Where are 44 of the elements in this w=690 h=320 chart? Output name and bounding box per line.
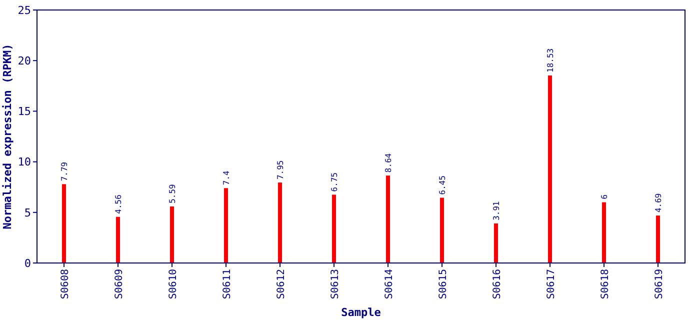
x-tick-label: S0616 (492, 269, 503, 300)
y-tick-label: 15 (18, 105, 31, 118)
bar (602, 202, 606, 263)
y-tick-label: 0 (24, 256, 31, 270)
y-tick-label: 25 (18, 4, 31, 17)
data-label: 6.75 (330, 172, 339, 192)
data-label: 7.95 (276, 160, 285, 180)
data-label: 6 (600, 194, 609, 200)
data-label: 6.45 (438, 175, 447, 195)
data-label: 7.4 (222, 170, 231, 186)
y-tick-label: 20 (18, 54, 31, 68)
bar (224, 188, 228, 263)
data-label: 8.64 (384, 153, 393, 173)
x-tick-label: S0617 (546, 269, 557, 300)
data-label: 4.56 (114, 194, 123, 214)
x-tick-label: S0610 (168, 269, 179, 300)
bar (386, 176, 390, 263)
x-tick-label: S0614 (384, 269, 395, 300)
data-label: 3.91 (492, 200, 501, 220)
y-tick-label: 5 (24, 206, 31, 220)
y-tick-label: 10 (18, 156, 31, 169)
bar (170, 206, 174, 263)
x-axis-title: Sample (341, 306, 382, 319)
x-tick-label: S0613 (330, 269, 341, 300)
bar (278, 182, 282, 263)
bar (116, 216, 120, 263)
data-label: 18.53 (546, 48, 555, 72)
data-label: 5.59 (168, 184, 177, 204)
x-tick-label: S0609 (114, 269, 125, 300)
data-label: 7.79 (60, 162, 69, 182)
bar (62, 184, 66, 263)
bar (332, 194, 336, 263)
bar (656, 216, 660, 263)
bar (548, 75, 552, 263)
x-tick-label: S0618 (600, 269, 611, 300)
bar (440, 198, 444, 263)
y-axis-title: Normalized expression (RPKM) (1, 44, 14, 230)
x-tick-label: S0619 (654, 269, 665, 300)
x-tick-label: S0611 (222, 269, 233, 300)
bar (494, 223, 498, 263)
x-tick-label: S0608 (60, 269, 71, 300)
data-label: 4.69 (654, 193, 663, 213)
x-tick-label: S0615 (438, 269, 449, 300)
x-tick-label: S0612 (276, 269, 287, 300)
